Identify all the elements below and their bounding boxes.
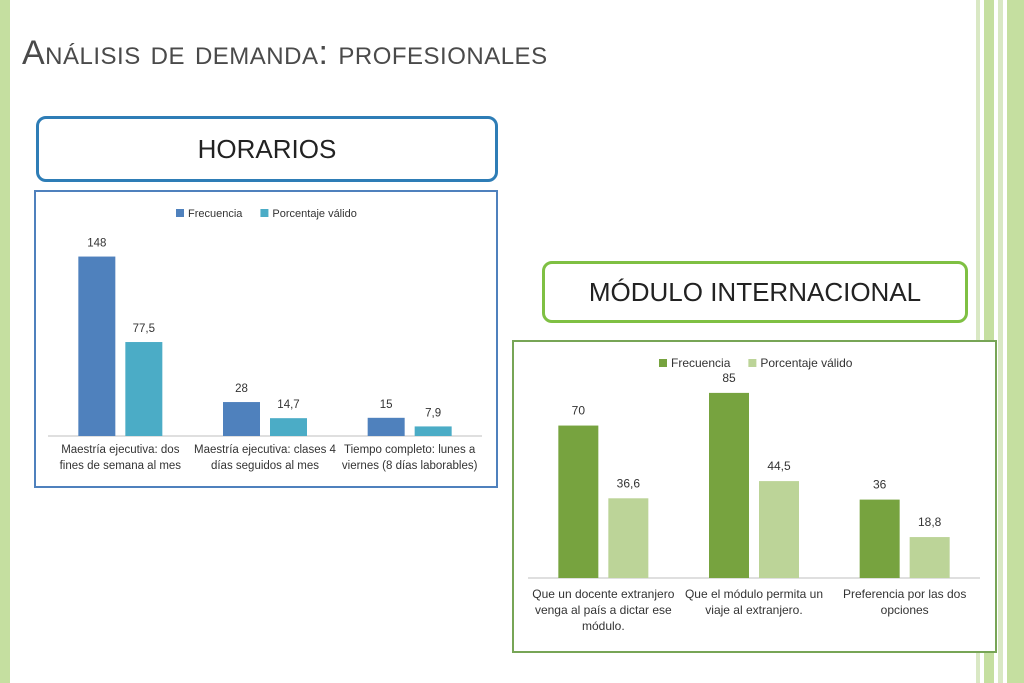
- legend-label: Frecuencia: [671, 356, 731, 370]
- data-label: 15: [380, 399, 393, 411]
- category-tick-label: Tiempo completo: lunes a: [344, 444, 476, 456]
- category-tick-label: fines de semana al mes: [60, 460, 182, 472]
- bar: [709, 392, 749, 578]
- data-label: 36,6: [617, 476, 641, 490]
- data-label: 85: [722, 371, 736, 385]
- bar: [223, 402, 260, 436]
- callout-modulo-internacional: MÓDULO INTERNACIONAL: [542, 261, 968, 323]
- data-label: 7,9: [425, 407, 441, 419]
- category-tick-label: Que un docente extranjero: [532, 587, 674, 601]
- legend-swatch: [659, 359, 667, 367]
- category-tick-label: venga al país a dictar ese: [535, 603, 672, 617]
- bar: [859, 499, 900, 578]
- data-label: 36: [873, 478, 887, 492]
- bar: [125, 342, 163, 436]
- slide-title: Análisis de demanda: profesionales: [22, 34, 548, 72]
- data-label: 14,7: [277, 399, 299, 411]
- bar: [558, 425, 599, 578]
- data-label: 70: [572, 404, 586, 418]
- bar: [909, 537, 950, 578]
- data-label: 77,5: [133, 323, 155, 335]
- bar: [367, 417, 405, 436]
- data-label: 44,5: [767, 459, 791, 473]
- modulo-chart-frame: Frecuencia Porcentaje válido 70 36,6 Que un …: [512, 340, 997, 653]
- legend-label: Porcentaje válido: [272, 208, 356, 220]
- bar: [270, 418, 307, 436]
- category-tick-label: Preferencia por las dos: [843, 587, 966, 601]
- horarios-bar-chart: Frecuencia Porcentaje válido 148 77,5 Maestr…: [48, 208, 482, 472]
- legend-swatch: [260, 209, 269, 217]
- category-tick-label: opciones: [881, 603, 929, 617]
- category-tick-label: viernes (8 días laborables): [342, 460, 478, 472]
- bar: [78, 256, 116, 436]
- category-tick-label: Maestría ejecutiva: dos: [61, 444, 180, 456]
- legend-label: Porcentaje válido: [760, 356, 852, 370]
- data-label: 28: [235, 383, 248, 395]
- bar: [608, 498, 649, 578]
- category-tick-label: Que el módulo permita un: [685, 587, 823, 601]
- legend-label: Frecuencia: [188, 208, 243, 220]
- bar: [759, 481, 799, 578]
- callout-horarios: HORARIOS: [36, 116, 498, 182]
- modulo-bar-chart: Frecuencia Porcentaje válido 70 36,6 Que un …: [528, 356, 980, 633]
- category-tick-label: Maestría ejecutiva: clases 4: [194, 444, 337, 456]
- bar: [414, 426, 452, 436]
- legend-swatch: [176, 209, 184, 217]
- category-tick-label: módulo.: [582, 619, 625, 633]
- legend-swatch: [748, 359, 757, 367]
- category-tick-label: viaje al extranjero.: [705, 603, 802, 617]
- data-label: 148: [87, 238, 106, 250]
- category-tick-label: días seguidos al mes: [211, 460, 319, 472]
- horarios-chart-frame: Frecuencia Porcentaje válido 148 77,5 Maestr…: [34, 190, 498, 488]
- left-accent-bar: [0, 0, 10, 683]
- data-label: 18,8: [918, 515, 942, 529]
